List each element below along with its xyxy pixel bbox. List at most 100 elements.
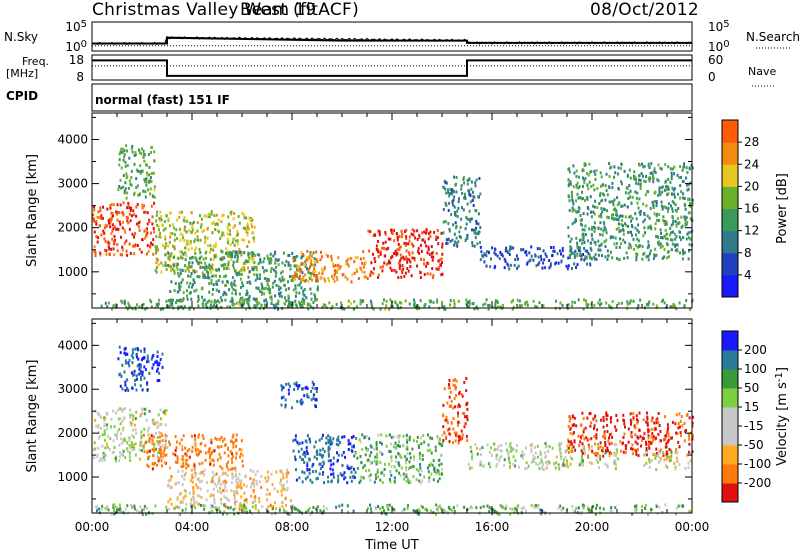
power-cell — [652, 206, 655, 209]
velocity-cell — [601, 449, 604, 452]
power-cell — [634, 175, 637, 179]
velocity-cell — [98, 434, 101, 438]
power-cell — [131, 214, 133, 218]
velocity-cell — [435, 503, 438, 507]
power-cell — [383, 254, 386, 258]
power-cell — [442, 208, 445, 211]
power-cell — [300, 251, 303, 255]
power-cell — [606, 209, 609, 213]
power-cell — [119, 222, 122, 226]
velocity-cell — [146, 450, 149, 454]
velocity-cell — [231, 476, 234, 480]
power-cell — [512, 246, 515, 250]
velocity-cell — [426, 433, 429, 437]
nave-right-tick-low: 0 — [708, 70, 716, 84]
velocity-cell — [688, 437, 691, 441]
velocity-cell — [426, 466, 429, 470]
power-cell — [238, 270, 241, 274]
velocity-cell — [539, 452, 542, 456]
power-cell — [453, 195, 456, 199]
velocity-cell — [174, 435, 177, 438]
freq-left-tick-low: 8 — [76, 70, 84, 84]
power-cell — [252, 236, 255, 240]
velocity-cell — [376, 461, 379, 465]
velocity-cell — [284, 496, 287, 500]
power-cell — [494, 299, 497, 303]
velocity-cell — [686, 413, 688, 417]
velocity-cell — [111, 451, 114, 455]
velocity-cell — [488, 451, 491, 454]
velocity-cell — [466, 418, 469, 422]
velocity-cell — [208, 450, 211, 454]
power-cell — [387, 261, 390, 265]
power-cell — [222, 293, 225, 297]
power-cell — [253, 273, 256, 276]
power-cell — [493, 266, 496, 270]
power-cell — [354, 256, 357, 260]
velocity-cell — [155, 431, 157, 435]
velocity-cell — [134, 417, 137, 421]
power-cell — [130, 176, 133, 179]
power-cell — [283, 278, 286, 282]
power-cell — [263, 304, 266, 308]
velocity-cell — [279, 481, 282, 485]
power-cell — [266, 301, 269, 305]
power-cell — [256, 303, 259, 307]
velocity-cell — [362, 476, 365, 480]
velocity-cell — [379, 478, 382, 482]
power-cell — [654, 227, 657, 231]
velocity-cell — [297, 508, 300, 512]
power-cell — [416, 264, 419, 268]
power-cell — [582, 235, 585, 239]
velocity-cell — [456, 405, 459, 409]
power-cell — [143, 210, 146, 214]
velocity-cell — [146, 506, 149, 510]
velocity-cell — [599, 454, 602, 458]
velocity-cell — [209, 460, 212, 464]
power-cell — [318, 271, 321, 275]
power-cell — [289, 267, 292, 271]
power-cell — [591, 226, 593, 229]
power-cell — [408, 235, 411, 239]
power-cell — [568, 167, 571, 171]
power-cell — [148, 173, 151, 177]
power-cell — [167, 251, 170, 255]
velocity-cell — [648, 459, 651, 463]
power-cell — [121, 226, 124, 230]
velocity-cell — [406, 440, 409, 444]
velocity-cell — [195, 472, 198, 476]
velocity-cell — [343, 471, 346, 475]
power-cell — [634, 177, 637, 181]
power-cell — [413, 229, 416, 233]
power-cell — [576, 192, 579, 196]
power-cell — [182, 236, 184, 240]
power-cell — [421, 231, 424, 235]
cpid-value: normal (fast) 151 IF — [95, 93, 230, 107]
velocity-cell — [329, 436, 332, 440]
velocity-cell — [340, 473, 343, 477]
power-cell — [570, 250, 573, 254]
power-cell — [646, 214, 649, 218]
power-cell — [449, 299, 452, 303]
velocity-cell — [622, 418, 625, 422]
velocity-cell — [229, 439, 232, 443]
power-cell — [586, 262, 588, 266]
velocity-cell — [408, 435, 411, 439]
power-cell — [631, 195, 634, 199]
velocity-cell — [224, 485, 227, 489]
power-cell — [513, 263, 516, 267]
power-cell — [484, 302, 487, 306]
power-cell — [199, 214, 201, 218]
velocity-cell — [580, 459, 583, 463]
power-cell — [463, 192, 466, 196]
power-cell — [360, 267, 362, 271]
power-cell — [307, 267, 310, 271]
power-cell — [306, 249, 309, 253]
power-cell — [593, 205, 596, 209]
velocity-cell — [136, 347, 139, 350]
velocity-cell — [351, 449, 354, 453]
power-cell — [187, 239, 190, 243]
power-cell — [691, 198, 694, 202]
velocity-cell — [197, 435, 200, 439]
velocity-cell — [595, 506, 598, 510]
